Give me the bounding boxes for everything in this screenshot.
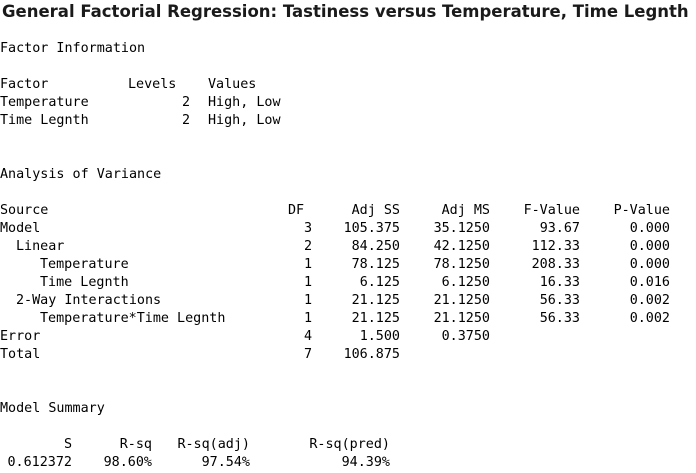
- source-label: Linear: [16, 239, 65, 254]
- adj-ms-value: 35.1250: [433, 221, 490, 236]
- s-column-header: S: [63, 437, 72, 452]
- anova-table: Source DF Adj SS Adj MS F-Value P-Value …: [0, 202, 670, 364]
- df-column-header: DF: [288, 203, 305, 218]
- adj-ss-value: 1.500: [359, 329, 400, 344]
- adj-ss-value: 78.125: [351, 257, 400, 272]
- df-value: 4: [303, 329, 312, 344]
- values-column-header: Values: [208, 77, 257, 92]
- f-value: 112.33: [531, 239, 580, 254]
- f-value: [490, 346, 580, 364]
- s-value: 0.612372: [7, 455, 73, 470]
- model-summary-table: S R-sq R-sq(adj) R-sq(pred) 0.612372 98.…: [0, 436, 391, 472]
- df-value: 1: [303, 311, 312, 326]
- p-value: 0.002: [629, 311, 670, 326]
- p-value: [580, 328, 670, 346]
- df-value: 3: [303, 221, 312, 236]
- f-value: 208.33: [531, 257, 580, 272]
- table-row: Temperature 1 78.125 78.1250 208.33 0.00…: [0, 256, 670, 274]
- p-value: 0.016: [629, 275, 670, 290]
- factor-values: High, Low: [208, 113, 281, 128]
- p-value: 0.000: [629, 257, 670, 272]
- table-row: Model 3 105.375 35.1250 93.67 0.000: [0, 220, 670, 238]
- table-row: Temperature*Time Legnth 1 21.125 21.1250…: [0, 310, 670, 328]
- model-summary-header-row: S R-sq R-sq(adj) R-sq(pred): [0, 436, 390, 454]
- adj-ms-value: 78.1250: [433, 257, 490, 272]
- adj-ms-value: 21.1250: [433, 293, 490, 308]
- adj-ms-column-header: Adj MS: [441, 203, 490, 218]
- df-value: 1: [303, 293, 312, 308]
- source-column-header: Source: [0, 203, 49, 218]
- df-value: 1: [303, 257, 312, 272]
- source-label: Temperature*Time Legnth: [40, 311, 226, 326]
- adj-ss-column-header: Adj SS: [351, 203, 400, 218]
- f-value: 93.67: [539, 221, 580, 236]
- p-value: [580, 346, 670, 364]
- adj-ms-value: 21.1250: [433, 311, 490, 326]
- df-value: 7: [303, 347, 312, 362]
- factor-name: Time Legnth: [0, 113, 89, 128]
- adj-ss-value: 105.375: [343, 221, 400, 236]
- r-sq-pred-value: 94.39%: [341, 455, 390, 470]
- source-label: Error: [0, 329, 41, 344]
- source-label: Model: [0, 221, 41, 236]
- table-row: Time Legnth 1 6.125 6.1250 16.33 0.016: [0, 274, 670, 292]
- p-value: 0.002: [629, 293, 670, 308]
- df-value: 2: [303, 239, 312, 254]
- factor-levels: 2: [181, 113, 190, 128]
- table-row: Linear 2 84.250 42.1250 112.33 0.000: [0, 238, 670, 256]
- adj-ms-value: [400, 346, 490, 364]
- adj-ms-value: 42.1250: [433, 239, 490, 254]
- adj-ss-value: 21.125: [351, 293, 400, 308]
- factor-levels: 2: [181, 95, 190, 110]
- adj-ms-value: 0.3750: [441, 329, 490, 344]
- table-row: Total 7 106.875: [0, 346, 670, 364]
- table-row: Temperature 2 High, Low: [0, 94, 281, 112]
- adj-ss-value: 6.125: [359, 275, 400, 290]
- factor-name: Temperature: [0, 95, 89, 110]
- r-sq-adj-value: 97.54%: [201, 455, 250, 470]
- f-value: 56.33: [539, 293, 580, 308]
- levels-column-header: Levels: [128, 77, 177, 92]
- adj-ms-value: 6.1250: [441, 275, 490, 290]
- factor-values: High, Low: [208, 95, 281, 110]
- source-label: 2-Way Interactions: [16, 293, 162, 308]
- f-value: 16.33: [539, 275, 580, 290]
- source-label: Temperature: [40, 257, 129, 272]
- p-value: 0.000: [629, 239, 670, 254]
- table-row: Error 4 1.500 0.3750: [0, 328, 670, 346]
- table-row: 0.612372 98.60% 97.54% 94.39%: [0, 454, 391, 472]
- adj-ss-value: 84.250: [351, 239, 400, 254]
- source-label: Time Legnth: [40, 275, 129, 290]
- r-sq-value: 98.60%: [103, 455, 152, 470]
- p-value-column-header: P-Value: [613, 203, 670, 218]
- r-sq-adj-column-header: R-sq(adj): [177, 437, 250, 452]
- p-value: 0.000: [629, 221, 670, 236]
- factor-information-table: Factor Levels Values Temperature 2 High,…: [0, 76, 281, 130]
- analysis-of-variance-heading: Analysis of Variance: [0, 167, 162, 182]
- page-title: General Factorial Regression: Tastiness …: [2, 2, 689, 21]
- factor-information-heading: Factor Information: [0, 41, 146, 56]
- r-sq-column-header: R-sq: [119, 437, 152, 452]
- f-value: 56.33: [539, 311, 580, 326]
- table-row: 2-Way Interactions 1 21.125 21.1250 56.3…: [0, 292, 670, 310]
- df-value: 1: [303, 275, 312, 290]
- adj-ss-value: 21.125: [351, 311, 400, 326]
- factor-table-header-row: Factor Levels Values: [0, 76, 281, 94]
- anova-header-row: Source DF Adj SS Adj MS F-Value P-Value: [0, 202, 670, 220]
- table-row: Time Legnth 2 High, Low: [0, 112, 281, 130]
- f-value: [490, 328, 580, 346]
- source-label: Total: [0, 347, 41, 362]
- adj-ss-value: 106.875: [343, 347, 400, 362]
- model-summary-heading: Model Summary: [0, 401, 105, 416]
- factor-column-header: Factor: [0, 77, 49, 92]
- f-value-column-header: F-Value: [523, 203, 580, 218]
- r-sq-pred-column-header: R-sq(pred): [309, 437, 390, 452]
